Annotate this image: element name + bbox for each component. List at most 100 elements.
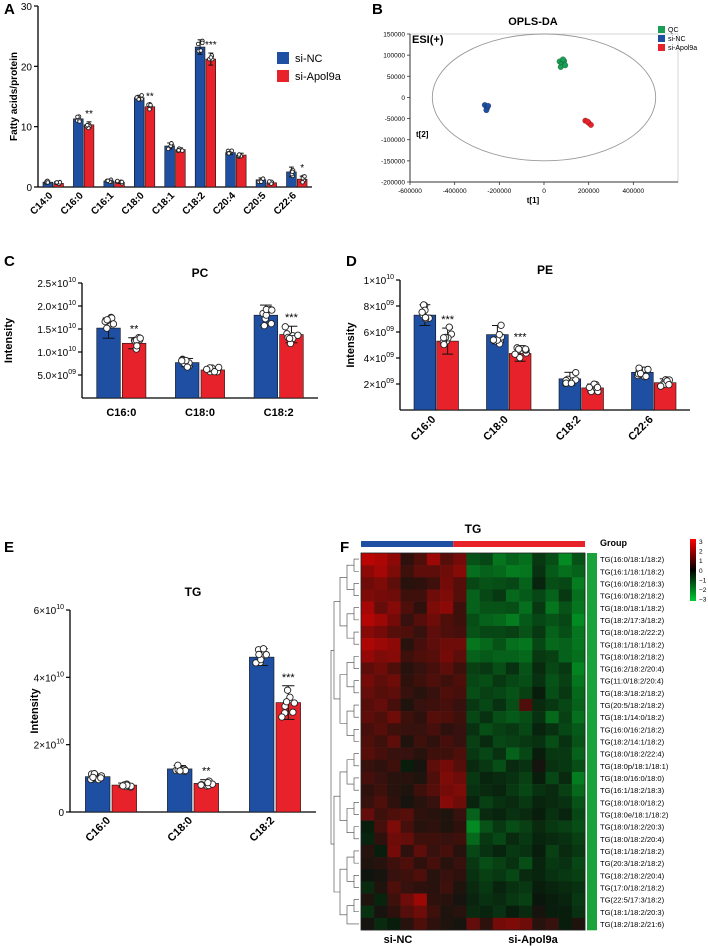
heatmap-cell: [374, 613, 388, 627]
data-point: [572, 368, 580, 377]
heatmap-cell: [558, 784, 573, 797]
row-label: TG(16:1/18:2/18:3): [600, 786, 665, 795]
heatmap-cell: [479, 917, 494, 931]
data-point: [54, 180, 60, 185]
heatmap-cell: [453, 601, 467, 615]
heatmap-cell: [545, 723, 559, 736]
dendrogram-branch: [346, 856, 354, 882]
heatmap-cell: [453, 905, 467, 919]
heatmap-cell: [466, 784, 480, 797]
data-point: [262, 650, 270, 659]
chart-title: OPLS-DA: [508, 16, 558, 28]
heatmap-cell: [400, 893, 415, 906]
heatmap-cell: [571, 808, 586, 821]
heatmap-cell: [426, 881, 441, 894]
data-point: [103, 324, 111, 332]
heatmap-cell: [505, 796, 520, 809]
heatmap-cell: [440, 686, 454, 700]
row-label: TG(18:0p/18:1/18:1): [600, 762, 669, 771]
y-tick-exponent: 09: [68, 369, 76, 376]
heatmap-cell: [505, 759, 520, 773]
heatmap-cell: [387, 638, 401, 651]
dendrogram-branch: [353, 558, 359, 572]
data-point: [77, 119, 82, 124]
heatmap-cell: [440, 808, 454, 821]
group-cell: [587, 784, 597, 797]
group-cell: [587, 723, 597, 736]
heatmap-cell: [361, 565, 375, 578]
heatmap-cell: [374, 796, 388, 809]
heatmap-cell: [545, 784, 559, 797]
heatmap-cell: [532, 638, 546, 651]
heatmap-cell: [440, 625, 454, 639]
heatmap-cell: [532, 613, 546, 627]
row-label: TG(16:0/18:2/18:2): [600, 592, 665, 601]
data-point: [236, 152, 242, 157]
y-tick-exponent: 10: [56, 604, 64, 611]
heatmap-cell: [571, 613, 586, 627]
row-label: TG(18:1/18:2/20:3): [600, 908, 665, 917]
heatmap-cell: [453, 747, 467, 761]
x-category-label: C18:0: [165, 815, 195, 845]
heatmap-cell: [492, 650, 507, 663]
heatmap-cell: [361, 698, 375, 712]
dendrogram-branch: [353, 704, 359, 718]
row-label: TG(18:0/18:2/20:4): [600, 835, 665, 844]
heatmap-cell: [519, 662, 533, 675]
group-cell: [587, 917, 597, 931]
heatmap-cell: [545, 601, 559, 615]
heatmap-cell: [558, 553, 573, 566]
heatmap-cell: [492, 820, 507, 834]
heatmap-cell: [558, 735, 573, 748]
dendrogram-branch: [353, 583, 359, 596]
heatmap-cell: [374, 638, 388, 651]
data-point: [136, 334, 144, 342]
heatmap-cell: [400, 577, 415, 590]
dendrogram-branch: [353, 802, 359, 815]
heatmap-cell: [519, 553, 533, 566]
heatmap-cell: [400, 784, 415, 797]
heatmap-cell: [453, 565, 467, 578]
heatmap-cell: [545, 565, 559, 578]
group-cell: [587, 625, 597, 639]
heatmap-cell: [519, 917, 533, 931]
x-category-label: C20:4: [211, 190, 238, 217]
data-point: [489, 336, 498, 344]
y-tick-label: 2.0×1010: [37, 300, 76, 313]
dendrogram-branch: [339, 577, 347, 627]
heatmap-cell: [479, 869, 494, 882]
heatmap-cell: [505, 625, 520, 639]
heatmap-cell: [426, 771, 441, 785]
bar-si-nc: [164, 145, 175, 188]
y-tick-label: 20: [21, 62, 33, 73]
data-point: [204, 778, 212, 787]
heatmap-cell: [413, 711, 428, 724]
heatmap-cell: [374, 905, 388, 919]
data-point: [289, 708, 297, 716]
heatmap-cell: [479, 565, 494, 578]
heatmap-cell: [519, 857, 533, 870]
heatmap-cell: [505, 832, 520, 846]
heatmap-cell: [387, 881, 401, 894]
row-label: TG(20:3/18:2/18:2): [600, 859, 665, 868]
heatmap-cell: [479, 638, 494, 651]
heatmap-cell: [453, 589, 467, 602]
heatmap-cell: [374, 686, 388, 700]
heatmap-cell: [400, 601, 415, 615]
bar-si-apol9a: [205, 58, 216, 188]
x-tick-label: 200000: [578, 188, 600, 195]
data-point: [644, 365, 652, 374]
heatmap-cell: [361, 589, 375, 602]
heatmap-cell: [361, 747, 375, 761]
heatmap-cell: [558, 869, 573, 882]
heatmap-cell: [374, 711, 388, 724]
y-tick-mantissa: 5.0×10: [37, 371, 68, 382]
group-cell: [587, 771, 597, 785]
data-point: [302, 174, 307, 179]
heatmap-cell: [571, 759, 586, 773]
heatmap-cell: [545, 857, 559, 870]
y-tick-mantissa: 8×10: [364, 302, 387, 313]
heatmap-cell: [479, 711, 494, 724]
heatmap-cell: [466, 820, 480, 834]
heatmap-cell: [532, 905, 546, 919]
